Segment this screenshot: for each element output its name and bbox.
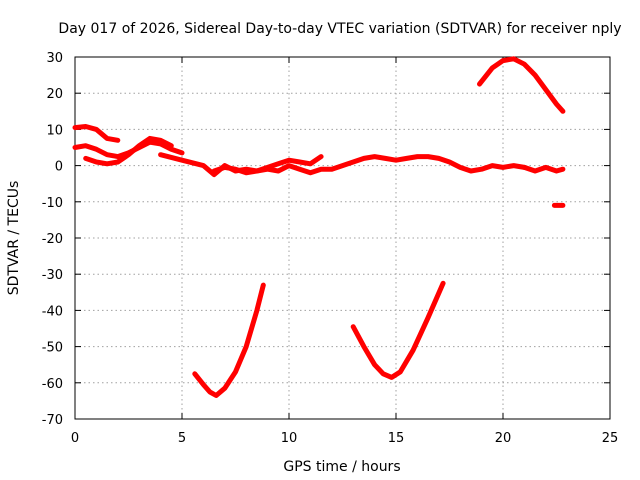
y-tick-label: -20 [42, 232, 63, 247]
x-tick-label: 20 [495, 431, 512, 446]
series-arc-7 [477, 56, 566, 114]
x-tick-label: 0 [71, 431, 79, 446]
y-tick-label: -70 [42, 413, 63, 428]
y-tick-label: -40 [42, 304, 63, 319]
series-arc-6 [521, 164, 566, 174]
y-axis-label: SDTVAR / TECUs [6, 181, 22, 296]
series-arc-9 [192, 282, 266, 398]
grid [75, 57, 610, 419]
series-arc-10 [350, 280, 446, 380]
x-axis-label: GPS time / hours [283, 459, 400, 475]
y-tick-label: -10 [42, 196, 63, 211]
series-arc-5 [211, 154, 527, 176]
axis-ticks: 0 5 10 15 20 25 30 20 10 0 -10 -20 -30 -40 -50 -60 -70 [42, 51, 619, 446]
x-tick-label: 5 [178, 431, 186, 446]
series-arc-1 [72, 124, 121, 143]
data-series [72, 56, 566, 398]
y-tick-label: 10 [46, 123, 63, 138]
y-tick-label: 20 [46, 87, 63, 102]
series-arc-3 [83, 135, 174, 167]
y-tick-label: -50 [42, 341, 63, 356]
chart-title: Day 017 of 2026, Sidereal Day-to-day VTE… [58, 21, 621, 37]
x-tick-label: 10 [281, 431, 298, 446]
y-tick-label: 0 [55, 160, 63, 175]
y-tick-label: -30 [42, 268, 63, 283]
x-tick-label: 25 [602, 431, 619, 446]
y-tick-label: -60 [42, 377, 63, 392]
x-tick-label: 15 [388, 431, 405, 446]
y-tick-label: 30 [46, 51, 63, 66]
